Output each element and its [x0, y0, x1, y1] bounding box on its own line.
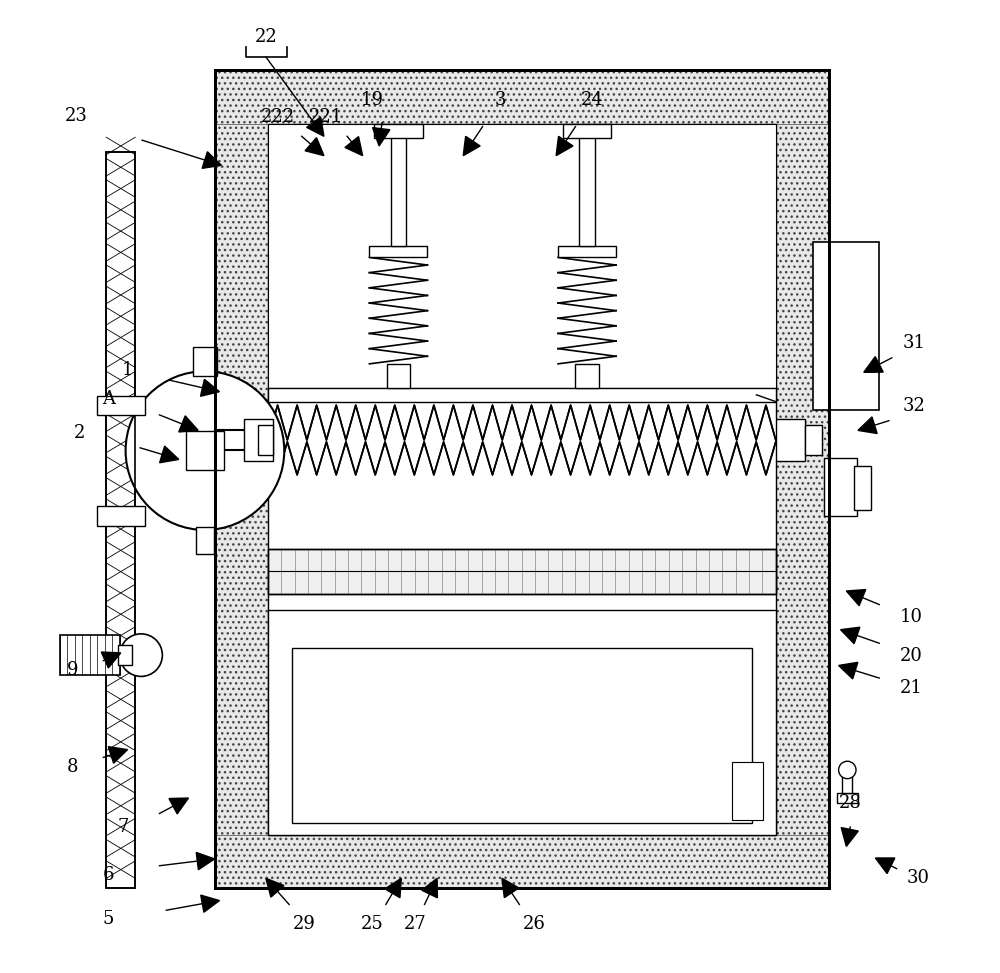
Polygon shape: [841, 628, 860, 644]
Bar: [106, 152, 135, 888]
Bar: [369, 246, 427, 258]
Text: A: A: [102, 390, 115, 409]
Text: 8: 8: [67, 758, 78, 776]
Polygon shape: [839, 663, 858, 679]
Bar: [805, 425, 822, 454]
Polygon shape: [305, 137, 324, 156]
Polygon shape: [179, 415, 198, 432]
Bar: [563, 124, 611, 138]
Bar: [268, 124, 776, 388]
Text: 31: 31: [903, 335, 926, 352]
Polygon shape: [502, 879, 519, 898]
Text: 20: 20: [900, 647, 923, 665]
Bar: [837, 793, 858, 803]
Polygon shape: [201, 379, 219, 396]
Polygon shape: [268, 405, 776, 475]
Bar: [244, 418, 273, 461]
Text: 19: 19: [361, 90, 384, 109]
Text: 9: 9: [67, 662, 78, 679]
Bar: [193, 347, 217, 377]
Bar: [387, 364, 410, 388]
Text: 10: 10: [900, 608, 923, 626]
Bar: [268, 610, 776, 835]
Polygon shape: [160, 446, 179, 463]
Bar: [575, 364, 599, 388]
Text: 21: 21: [900, 679, 923, 697]
Polygon shape: [266, 879, 284, 897]
Bar: [215, 70, 829, 888]
Text: 27: 27: [403, 915, 426, 933]
Polygon shape: [875, 858, 895, 874]
Bar: [854, 466, 871, 510]
Bar: [391, 131, 406, 246]
Polygon shape: [385, 879, 401, 898]
Bar: [268, 549, 776, 594]
Polygon shape: [307, 117, 324, 136]
Polygon shape: [422, 879, 437, 898]
Text: 5: 5: [102, 910, 114, 928]
Polygon shape: [169, 798, 188, 813]
Text: 32: 32: [903, 397, 926, 415]
Text: 221: 221: [309, 108, 343, 126]
Polygon shape: [556, 136, 573, 156]
Bar: [60, 634, 120, 675]
Bar: [258, 425, 273, 454]
Polygon shape: [858, 416, 877, 434]
Text: 26: 26: [522, 915, 545, 933]
Text: 2: 2: [73, 424, 85, 443]
Bar: [106, 152, 135, 888]
Polygon shape: [463, 136, 480, 156]
Polygon shape: [202, 152, 221, 168]
Text: 3: 3: [494, 90, 506, 109]
Polygon shape: [201, 895, 219, 913]
Bar: [118, 645, 132, 665]
Bar: [186, 431, 224, 470]
Bar: [215, 70, 829, 888]
Bar: [813, 242, 879, 410]
Polygon shape: [864, 357, 883, 373]
Bar: [97, 506, 145, 525]
Text: 30: 30: [906, 869, 929, 887]
Bar: [374, 124, 423, 138]
Bar: [215, 70, 268, 888]
Circle shape: [120, 633, 162, 676]
Polygon shape: [108, 746, 128, 763]
Bar: [776, 418, 805, 461]
Text: 22: 22: [255, 27, 277, 46]
Polygon shape: [373, 127, 390, 146]
Bar: [842, 774, 852, 793]
Bar: [579, 131, 595, 246]
Text: 29: 29: [293, 915, 316, 933]
Bar: [215, 70, 829, 124]
Text: 23: 23: [65, 107, 88, 125]
Circle shape: [191, 436, 219, 465]
Text: 222: 222: [260, 108, 295, 126]
Text: 25: 25: [361, 915, 384, 933]
Bar: [215, 835, 829, 888]
Polygon shape: [101, 652, 121, 667]
Bar: [732, 762, 763, 820]
Bar: [268, 549, 776, 594]
Text: 28: 28: [839, 794, 862, 811]
Text: 7: 7: [117, 818, 128, 836]
Polygon shape: [841, 828, 858, 847]
Bar: [268, 418, 776, 461]
Polygon shape: [846, 590, 866, 605]
Bar: [97, 396, 145, 415]
Bar: [215, 70, 829, 888]
Bar: [824, 458, 857, 516]
Circle shape: [839, 761, 856, 778]
Bar: [268, 388, 776, 402]
Bar: [292, 648, 752, 823]
Text: 1: 1: [122, 361, 133, 379]
Bar: [776, 70, 829, 888]
Text: 24: 24: [581, 90, 603, 109]
Bar: [196, 527, 214, 555]
Polygon shape: [345, 136, 363, 156]
Circle shape: [126, 372, 284, 530]
Bar: [268, 124, 776, 835]
Bar: [558, 246, 616, 258]
Polygon shape: [196, 852, 215, 870]
Text: 6: 6: [102, 866, 114, 884]
